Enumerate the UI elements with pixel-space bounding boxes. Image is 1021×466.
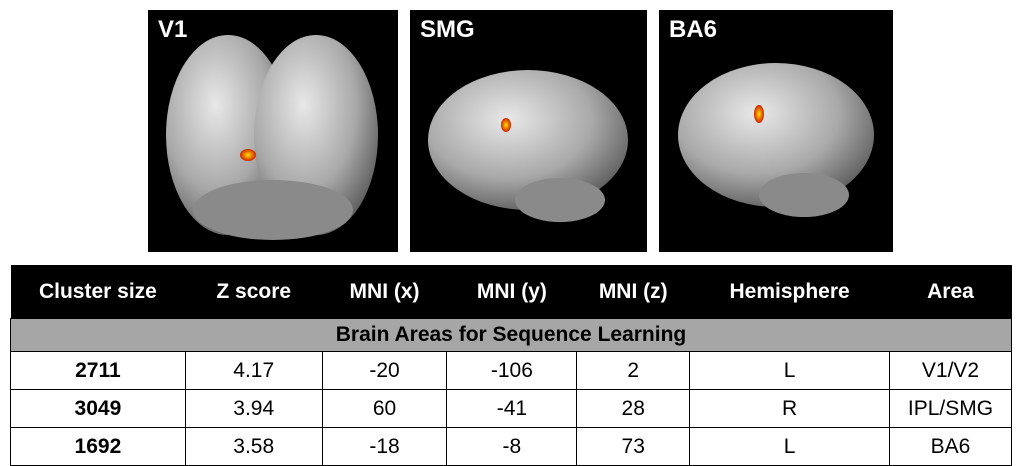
brain [428,70,628,210]
section-row: Brain Areas for Sequence Learning [10,318,1012,352]
table-cell: 3.58 [184,427,323,466]
column-header: Hemisphere [689,265,890,319]
column-header: MNI (z) [576,265,690,319]
table-cell: 3049 [10,389,186,428]
brain-image [166,35,378,240]
activation [501,118,511,132]
brain [678,63,874,207]
table-cell: -106 [446,351,578,390]
brain-image [428,70,628,222]
brain-image [678,63,874,217]
table-cell: BA6 [889,427,1012,466]
cerebellum [515,178,605,222]
results-table: Cluster size Z score MNI (x) MNI (y) MNI (z)… [10,265,1012,466]
cerebellum [759,173,849,217]
table-cell: R [689,389,890,428]
table-cell: 60 [321,389,448,428]
table-cell: 3.94 [184,389,323,428]
table-cell: V1/V2 [889,351,1012,390]
activation [754,105,764,123]
brain-panel: SMG [410,10,647,252]
table-cell: 2 [576,351,691,390]
section-title: Brain Areas for Sequence Learning [10,318,1012,352]
table-cell: -41 [446,389,578,428]
data-row: 1692 3.58 -18 -8 73 L BA6 [10,427,1012,466]
table-cell: L [689,351,890,390]
panel-label: V1 [158,16,188,43]
table-cell: L [689,427,890,466]
panel-label: BA6 [669,16,718,43]
brain-panel: V1 [148,10,398,252]
panel-label: SMG [420,16,475,43]
column-header: Area [889,265,1012,319]
activation [240,149,256,161]
table-cell: 4.17 [184,351,323,390]
table-cell: 73 [576,427,691,466]
cerebellum [193,180,353,240]
table-cell: IPL/SMG [889,389,1012,428]
column-header: Z score [185,265,323,319]
data-row: 3049 3.94 60 -41 28 R IPL/SMG [10,389,1012,428]
column-header: MNI (y) [446,265,577,319]
table-cell: 1692 [10,427,186,466]
table-cell: 28 [576,389,691,428]
table-cell: -20 [321,351,448,390]
table-cell: 2711 [10,351,186,390]
column-header: MNI (x) [322,265,447,319]
header-row: Cluster size Z score MNI (x) MNI (y) MNI (z)… [10,265,1012,319]
table-cell: -18 [321,427,448,466]
table-cell: -8 [446,427,578,466]
brain-panel: BA6 [659,10,893,252]
table-body: Brain Areas for Sequence Learning 2711 4.1… [10,318,1012,466]
data-row: 2711 4.17 -20 -106 2 L V1/V2 [10,351,1012,390]
column-header: Cluster size [10,265,186,319]
